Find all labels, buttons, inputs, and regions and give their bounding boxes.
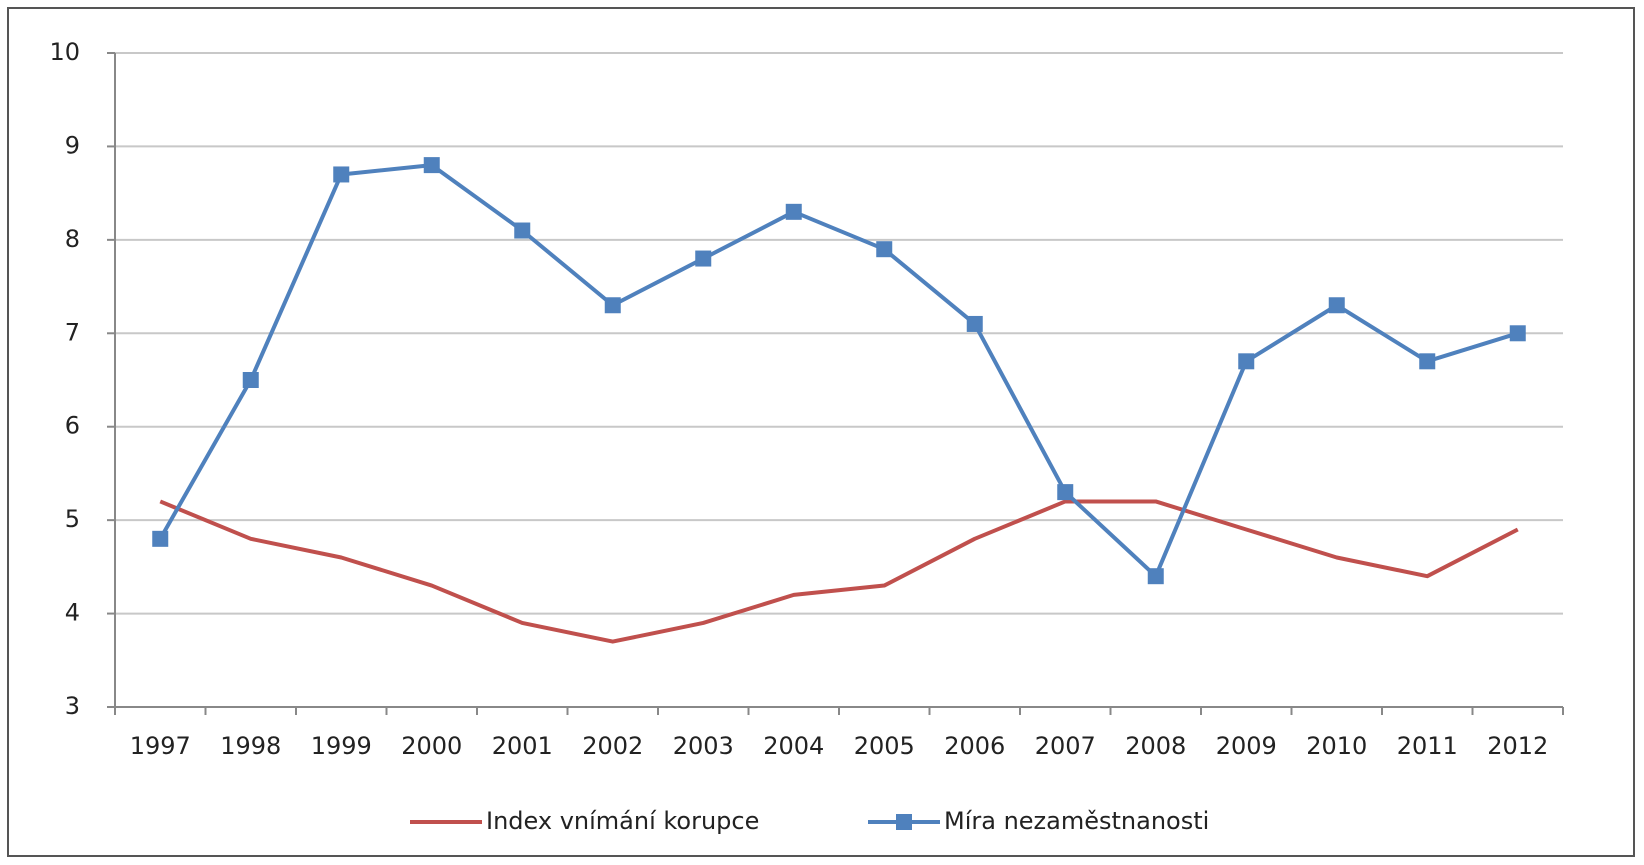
- x-tick-label: 2004: [763, 732, 824, 760]
- chart-frame: [7, 7, 1635, 857]
- y-tick-label: 8: [65, 225, 80, 253]
- series-marker: [514, 222, 531, 239]
- series-marker: [1057, 484, 1074, 501]
- y-tick-label: 5: [65, 505, 80, 533]
- series-marker: [1509, 325, 1526, 342]
- x-tick-label: 1999: [311, 732, 372, 760]
- x-tick-label: 2009: [1216, 732, 1277, 760]
- legend-marker: [896, 814, 912, 830]
- y-tick-label: 3: [65, 692, 80, 720]
- series-marker: [876, 241, 893, 258]
- x-tick-label: 1997: [130, 732, 191, 760]
- x-tick-label: 2012: [1487, 732, 1548, 760]
- y-tick-label: 6: [65, 412, 80, 440]
- x-tick-label: 2007: [1035, 732, 1096, 760]
- y-tick-label: 10: [49, 38, 80, 66]
- y-tick-label: 9: [65, 131, 80, 159]
- series-marker: [333, 166, 350, 183]
- series-marker: [242, 372, 259, 388]
- x-tick-label: 2001: [492, 732, 553, 760]
- y-tick-label: 4: [65, 599, 80, 627]
- series-marker: [423, 157, 440, 174]
- series-line: [159, 499, 1519, 644]
- series-marker: [1147, 568, 1164, 585]
- x-tick-label: 2003: [673, 732, 734, 760]
- x-tick-label: 2006: [944, 732, 1005, 760]
- series-marker: [152, 530, 169, 547]
- series-line: [158, 163, 1519, 579]
- series-marker: [1328, 297, 1345, 314]
- legend-label: Míra nezaměstnanosti: [944, 807, 1209, 835]
- series-marker: [604, 297, 621, 314]
- x-tick-label: 2011: [1397, 732, 1458, 760]
- series-marker: [785, 203, 802, 220]
- legend-label: Index vnímání korupce: [486, 807, 759, 835]
- series-marker: [1419, 353, 1436, 370]
- x-tick-label: 2005: [854, 732, 915, 760]
- series-marker: [695, 250, 712, 267]
- x-tick-label: 1998: [220, 732, 281, 760]
- x-tick-label: 2002: [582, 732, 643, 760]
- x-tick-label: 2008: [1125, 732, 1186, 760]
- x-tick-label: 2000: [401, 732, 462, 760]
- y-tick-label: 7: [65, 318, 80, 346]
- x-tick-label: 2010: [1306, 732, 1367, 760]
- series-marker: [966, 315, 983, 332]
- series-marker: [1238, 353, 1255, 370]
